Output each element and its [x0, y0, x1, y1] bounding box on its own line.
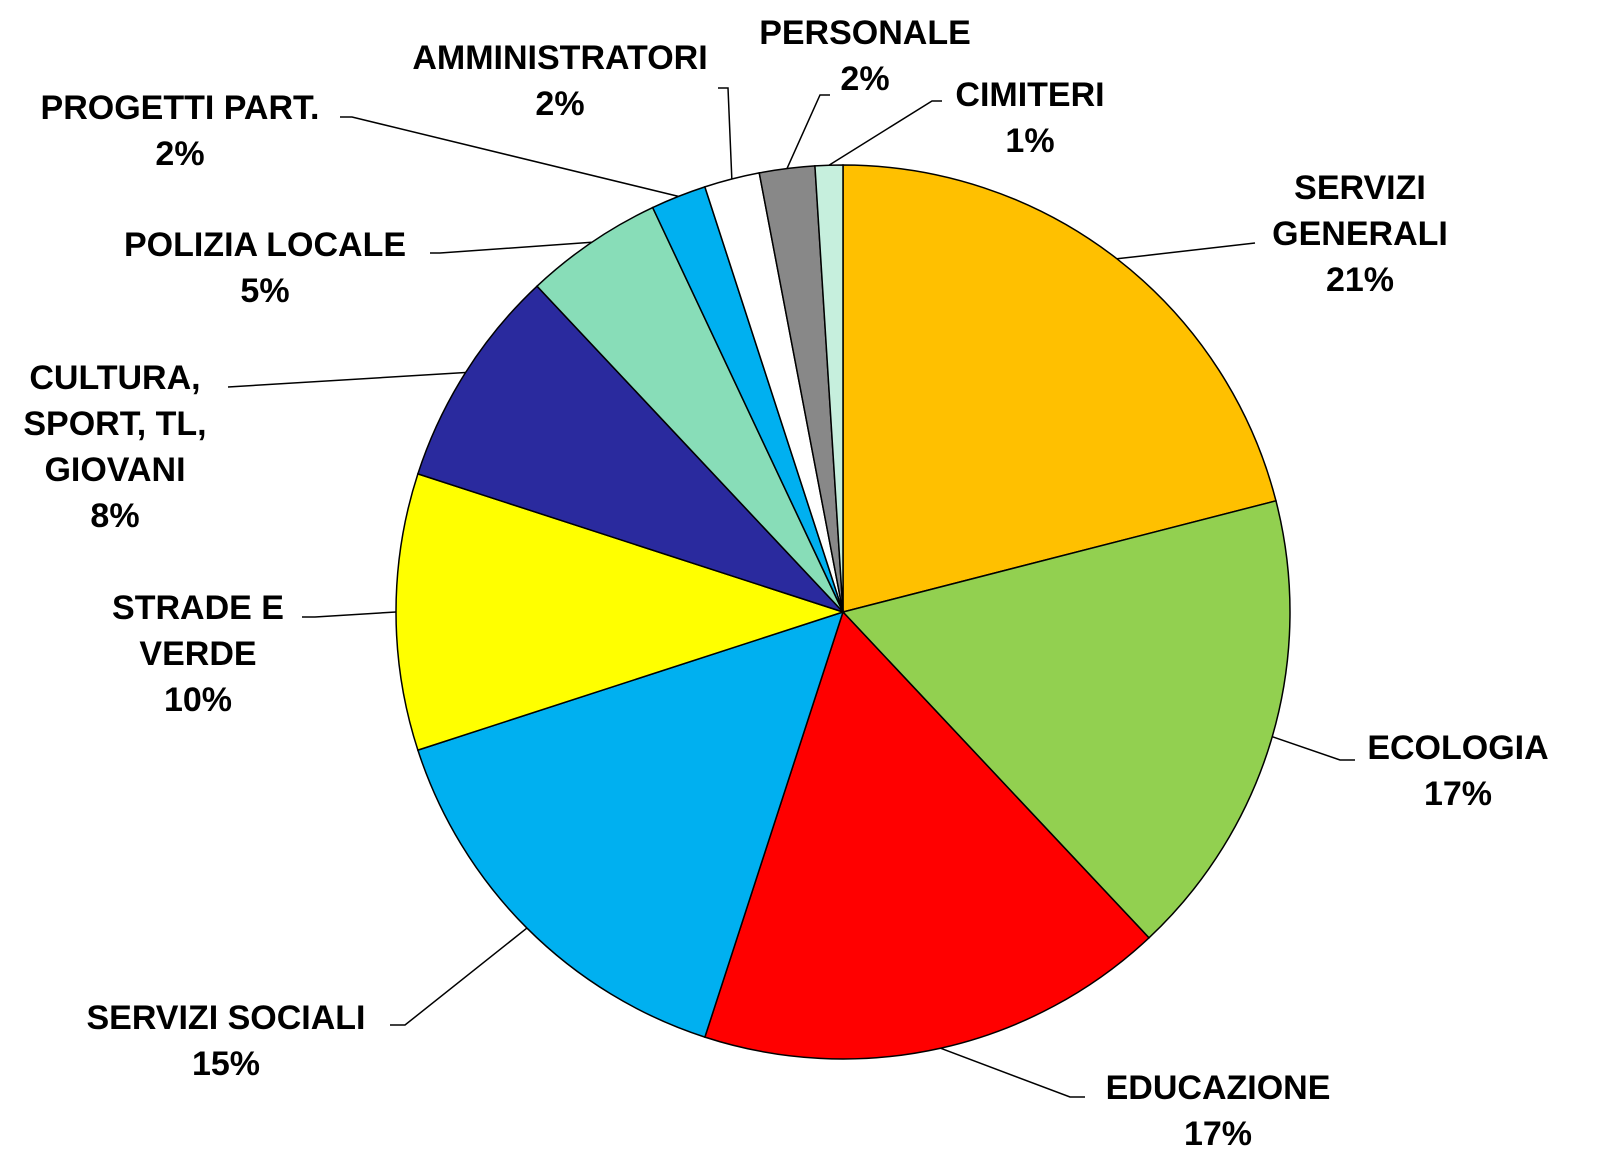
category-label: SERVIZI GENERALI	[1272, 169, 1448, 253]
leader-line	[302, 611, 397, 618]
slice-label: AMMINISTRATORI 2%	[412, 35, 707, 127]
leader-line	[340, 116, 679, 198]
slice-label: STRADE E VERDE 10%	[83, 585, 313, 723]
slice-label: ECOLOGIA 17%	[1367, 725, 1548, 817]
value-label: 2%	[535, 85, 585, 123]
category-label: PROGETTI PART.	[40, 89, 320, 127]
slice-label: PERSONALE 2%	[759, 10, 971, 102]
category-label: POLIZIA LOCALE	[123, 226, 407, 264]
slice-label: SERVIZI GENERALI 21%	[1245, 165, 1475, 303]
slice-label: EDUCAZIONE 17%	[1106, 1065, 1331, 1157]
leader-line	[786, 94, 830, 169]
leader-line	[1116, 242, 1256, 260]
category-label: CULTURA, SPORT, TL, GIOVANI	[23, 359, 207, 489]
category-label: AMMINISTRATORI	[412, 39, 708, 77]
slice-label: CIMITERI 1%	[955, 72, 1104, 164]
slice-label: POLIZIA LOCALE 5%	[124, 222, 406, 314]
slice-label: PROGETTI PART. 2%	[41, 85, 320, 177]
value-label: 17%	[1423, 775, 1493, 813]
category-label: ECOLOGIA	[1367, 729, 1549, 767]
slice-label: CULTURA, SPORT, TL, GIOVANI 8%	[0, 355, 230, 539]
pie-slice	[395, 472, 846, 752]
pie-slice	[416, 285, 844, 613]
category-label: STRADE E VERDE	[112, 589, 284, 673]
leader-line	[227, 371, 466, 388]
leader-line	[828, 100, 942, 166]
value-label: 2%	[840, 60, 890, 98]
value-label: 17%	[1183, 1115, 1253, 1153]
pie-slice	[416, 610, 845, 1039]
value-label: 21%	[1325, 261, 1395, 299]
value-label: 1%	[1005, 122, 1055, 160]
slice-label: SERVIZI SOCIALI 15%	[87, 995, 366, 1087]
leader-line	[390, 927, 528, 1026]
value-label: 5%	[240, 272, 290, 310]
leader-line	[1272, 735, 1355, 761]
pie-slice	[703, 610, 1151, 1060]
leader-line	[430, 241, 592, 254]
category-label: CIMITERI	[955, 76, 1105, 114]
category-label: SERVIZI SOCIALI	[86, 999, 366, 1037]
category-label: EDUCAZIONE	[1105, 1069, 1331, 1107]
category-label: PERSONALE	[759, 14, 971, 52]
value-label: 8%	[90, 497, 140, 535]
value-label: 2%	[155, 135, 205, 173]
leader-line	[940, 1047, 1085, 1098]
value-label: 10%	[163, 681, 233, 719]
leader-line	[718, 87, 733, 180]
value-label: 15%	[191, 1045, 261, 1083]
